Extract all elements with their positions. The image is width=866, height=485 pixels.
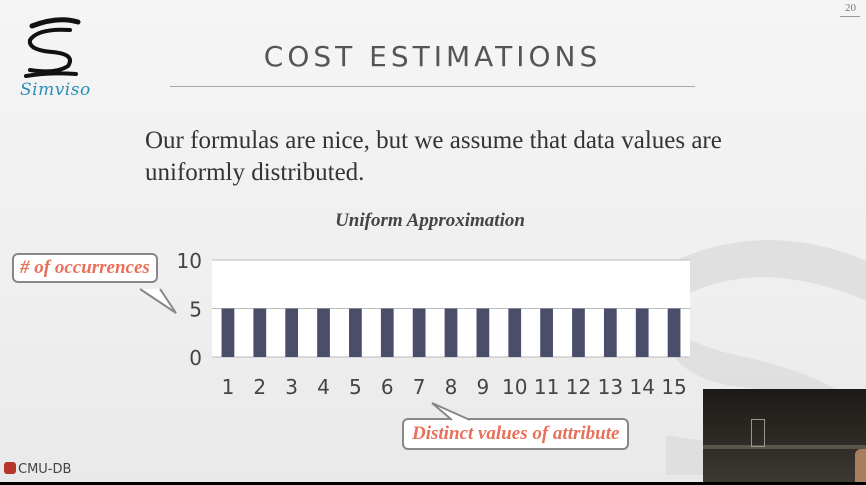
- bar-9: [476, 308, 490, 357]
- x-tick-label: 6: [381, 375, 394, 399]
- webcam-video: [703, 389, 866, 485]
- bar-6: [380, 308, 394, 357]
- logo-text: Simviso: [20, 80, 91, 100]
- x-tick-label: 3: [285, 375, 298, 399]
- simviso-logo-icon: [24, 17, 81, 78]
- y-tick-label: 5: [189, 298, 202, 322]
- y-callout-tail: [139, 288, 177, 314]
- bar-5: [349, 308, 362, 357]
- x-tick-label: 12: [566, 375, 591, 399]
- y-axis-callout: # of occurrences: [12, 253, 158, 283]
- title-underline: [170, 86, 695, 87]
- x-tick-label: 11: [534, 375, 559, 399]
- x-tick-label: 7: [413, 375, 426, 399]
- x-tick-label: 8: [445, 375, 458, 399]
- bar-13: [603, 308, 617, 357]
- bar-15: [667, 308, 681, 357]
- bar-4: [317, 308, 330, 357]
- x-tick-label: 14: [629, 375, 654, 399]
- database-icon: [4, 462, 16, 474]
- y-tick-label: 0: [189, 346, 202, 370]
- footer-text: CMU-DB: [18, 462, 72, 477]
- x-tick-label: 4: [317, 375, 330, 399]
- y-tick-label: 10: [177, 249, 202, 273]
- page-number-rule: [840, 16, 860, 17]
- x-tick-label: 2: [253, 375, 266, 399]
- bar-8: [444, 308, 458, 357]
- x-callout-tail: [431, 402, 471, 421]
- bottom-bar: [0, 482, 866, 485]
- bar-11: [540, 308, 553, 357]
- x-tick-label: 10: [502, 375, 527, 399]
- bar-10: [508, 308, 522, 357]
- x-tick-label: 13: [598, 375, 623, 399]
- bar-3: [285, 308, 299, 357]
- x-tick-label: 5: [349, 375, 362, 399]
- footer-label: CMU-DB: [4, 462, 71, 477]
- body-text: Our formulas are nice, but we assume tha…: [145, 127, 722, 186]
- bar-1: [221, 308, 235, 357]
- bar-7: [412, 308, 426, 357]
- slide-title: COST ESTIMATIONS: [263, 40, 602, 73]
- x-tick-label: 15: [661, 375, 686, 399]
- x-axis-callout: Distinct values of attribute: [402, 418, 630, 450]
- x-tick-label: 9: [476, 375, 489, 399]
- page-number: 20: [845, 2, 856, 14]
- chart-title: Uniform Approximation: [335, 210, 525, 231]
- bar-14: [635, 308, 649, 357]
- x-tick-label: 1: [222, 375, 235, 399]
- bar-12: [572, 308, 585, 357]
- bar-2: [253, 308, 267, 357]
